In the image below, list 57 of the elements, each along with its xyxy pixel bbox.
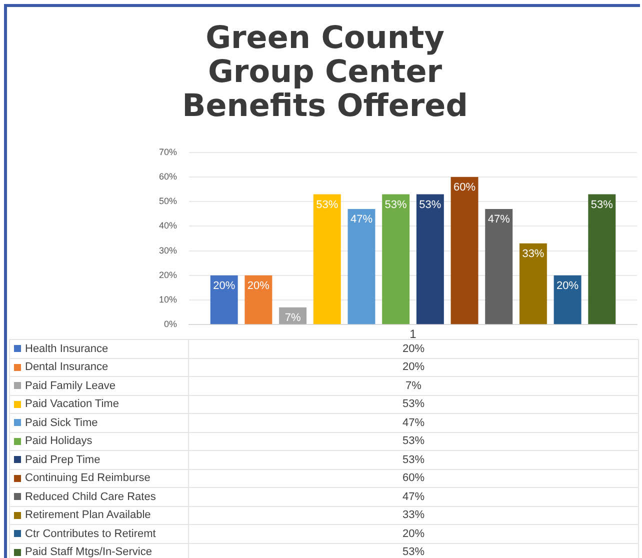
y-tick-label: 60% (158, 171, 177, 182)
text: 53% (402, 435, 425, 448)
text: 20% (402, 342, 425, 355)
legend-label: Paid Vacation Time (10, 395, 188, 414)
text: 33% (402, 509, 425, 522)
data-label: 53% (384, 198, 408, 211)
text: 53% (402, 546, 425, 558)
legend-label: Dental Insurance (10, 358, 188, 376)
text: 7% (406, 380, 422, 392)
data-label: 53% (590, 198, 614, 211)
legend-label: Paid Family Leave (10, 376, 188, 395)
legend-label: Paid Staff Mtgs/In-Service (10, 543, 188, 558)
legend-label: Continuing Ed Reimburse (10, 469, 188, 488)
y-tick-label: 30% (158, 245, 177, 256)
text: 47% (402, 490, 425, 503)
text: 20% (402, 528, 425, 540)
y-tick-label: 10% (158, 294, 177, 304)
data-label: 20% (556, 280, 579, 292)
bar (554, 275, 582, 324)
text: 20% (402, 361, 425, 374)
bar (588, 194, 616, 324)
legend-label: Paid Holidays (10, 432, 188, 450)
bar (210, 275, 238, 324)
legend-label: Reduced Child Care Rates (10, 488, 188, 506)
text: 60% (402, 472, 425, 484)
bar (485, 208, 513, 324)
y-tick-label: 40% (158, 220, 177, 231)
bar (416, 194, 444, 324)
text: 53% (402, 398, 425, 410)
data-label: 20% (213, 280, 236, 292)
text: 53% (402, 454, 425, 466)
y-tick-label: 70% (158, 146, 177, 157)
data-label: 47% (488, 214, 510, 226)
legend-label: Ctr Contributes to Retiremt (10, 524, 188, 543)
x-tick-label: 1 (410, 327, 417, 342)
bar (244, 275, 272, 324)
data-label: 53% (316, 198, 338, 211)
bar (519, 243, 547, 324)
chart-title: Green County Group Center Benefits Offered (181, 20, 469, 124)
legend-label: Paid Sick Time (10, 414, 188, 432)
data-label: 47% (350, 214, 373, 226)
data-label: 53% (419, 198, 442, 211)
data-label: 20% (247, 280, 270, 292)
data-label: 33% (522, 248, 544, 260)
bar (348, 208, 376, 324)
data-label: 60% (454, 182, 476, 194)
y-tick-label: 0% (164, 319, 177, 330)
bar (313, 194, 341, 324)
legend-label: Health Insurance (10, 340, 188, 358)
text: 47% (402, 416, 425, 429)
data-label: 7% (284, 312, 301, 324)
bar (382, 194, 410, 324)
bar (450, 177, 478, 324)
y-tick-label: 50% (158, 196, 177, 206)
y-tick-label: 20% (158, 270, 177, 280)
legend-label: Paid Prep Time (10, 450, 188, 469)
legend-label: Retirement Plan Available (10, 506, 188, 524)
